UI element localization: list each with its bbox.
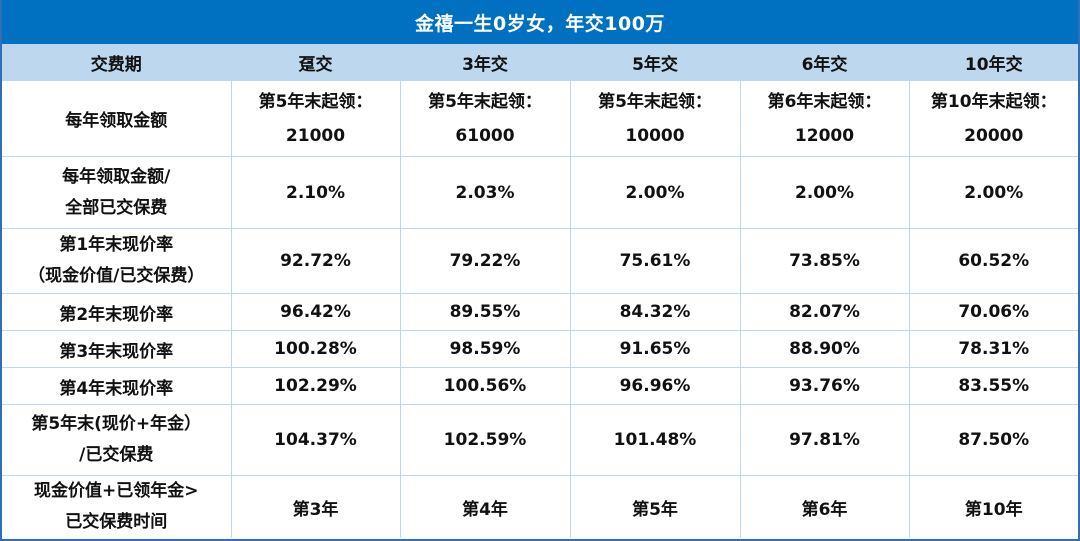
table-cell: 75.61% <box>569 228 741 294</box>
row-label: 每年领取金额 <box>2 80 232 157</box>
table-row-year4-cash-value: 第4年末现价率 102.29% 100.56% 96.96% 93.76% 83… <box>2 367 1078 405</box>
header-col-6yr: 6年交 <box>739 44 910 81</box>
table-cell: 93.76% <box>739 367 910 405</box>
table-row-year5-total-ratio: 第5年末(现价+年金）/已交保费 104.37% 102.59% 101.48%… <box>2 404 1078 476</box>
table-cell: 88.90% <box>739 330 910 368</box>
table-cell: 78.31% <box>908 330 1078 368</box>
table-cell: 70.06% <box>908 293 1078 331</box>
table-cell: 100.56% <box>399 367 571 405</box>
table-cell: 96.96% <box>569 367 741 405</box>
table-cell: 82.07% <box>739 293 910 331</box>
table-cell: 第4年 <box>399 475 571 538</box>
table-cell: 73.85% <box>739 228 910 294</box>
table-cell: 102.29% <box>230 367 401 405</box>
table-cell: 98.59% <box>399 330 571 368</box>
table-row-breakeven-year: 现金价值+已领年金> 已交保费时间 第3年 第4年 第5年 第6年 第10年 <box>2 475 1078 538</box>
row-label: 第2年末现价率 <box>2 293 232 331</box>
table-cell: 2.00% <box>908 156 1078 229</box>
header-col-single: 趸交 <box>230 44 401 81</box>
table-cell: 第5年末起领： 10000 <box>569 80 741 157</box>
comparison-table: 交费期 趸交 3年交 5年交 6年交 10年交 每年领取金额 第5年末起领： 21… <box>2 44 1078 538</box>
table-cell: 96.42% <box>230 293 401 331</box>
table-cell: 87.50% <box>908 404 1078 476</box>
table-row-payout-ratio: 每年领取金额/全部已交保费 2.10% 2.03% 2.00% 2.00% 2.… <box>2 156 1078 229</box>
row-label: 现金价值+已领年金> 已交保费时间 <box>2 475 232 538</box>
table-cell: 60.52% <box>908 228 1078 294</box>
table-cell: 97.81% <box>739 404 910 476</box>
row-label: 第5年末(现价+年金）/已交保费 <box>2 404 232 476</box>
header-col-3yr: 3年交 <box>399 44 571 81</box>
table-cell: 第6年末起领： 12000 <box>739 80 910 157</box>
table-cell: 101.48% <box>569 404 741 476</box>
table-cell: 第5年末起领： 21000 <box>230 80 401 157</box>
table-cell: 79.22% <box>399 228 571 294</box>
row-label: 第1年末现价率 （现金价值/已交保费） <box>2 228 232 294</box>
table-row-year1-cash-value: 第1年末现价率 （现金价值/已交保费） 92.72% 79.22% 75.61% … <box>2 228 1078 294</box>
table-title: 金禧一生0岁女，年交100万 <box>2 0 1078 44</box>
table-cell: 83.55% <box>908 367 1078 405</box>
table-cell: 第10年末起领： 20000 <box>908 80 1078 157</box>
table-cell: 100.28% <box>230 330 401 368</box>
table-cell: 2.03% <box>399 156 571 229</box>
table-cell: 2.00% <box>739 156 910 229</box>
table-cell: 第3年 <box>230 475 401 538</box>
row-label: 第3年末现价率 <box>2 330 232 368</box>
table-cell: 第10年 <box>908 475 1078 538</box>
table-cell: 91.65% <box>569 330 741 368</box>
row-label: 第4年末现价率 <box>2 367 232 405</box>
table-cell: 102.59% <box>399 404 571 476</box>
table-cell: 2.00% <box>569 156 741 229</box>
table-cell: 89.55% <box>399 293 571 331</box>
table-cell: 第5年 <box>569 475 741 538</box>
header-row: 交费期 趸交 3年交 5年交 6年交 10年交 <box>2 44 1078 81</box>
header-col-5yr: 5年交 <box>569 44 741 81</box>
table-cell: 2.10% <box>230 156 401 229</box>
header-col-10yr: 10年交 <box>908 44 1078 81</box>
header-label-payment-period: 交费期 <box>2 44 232 81</box>
table-cell: 104.37% <box>230 404 401 476</box>
table-row-year3-cash-value: 第3年末现价率 100.28% 98.59% 91.65% 88.90% 78.… <box>2 330 1078 368</box>
table-cell: 92.72% <box>230 228 401 294</box>
table-row-annual-payout: 每年领取金额 第5年末起领： 21000 第5年末起领： 61000 第5年末起领：… <box>2 80 1078 157</box>
table-cell: 84.32% <box>569 293 741 331</box>
row-label: 每年领取金额/全部已交保费 <box>2 156 232 229</box>
table-row-year2-cash-value: 第2年末现价率 96.42% 89.55% 84.32% 82.07% 70.0… <box>2 293 1078 331</box>
table-cell: 第6年 <box>739 475 910 538</box>
table-cell: 第5年末起领： 61000 <box>399 80 571 157</box>
